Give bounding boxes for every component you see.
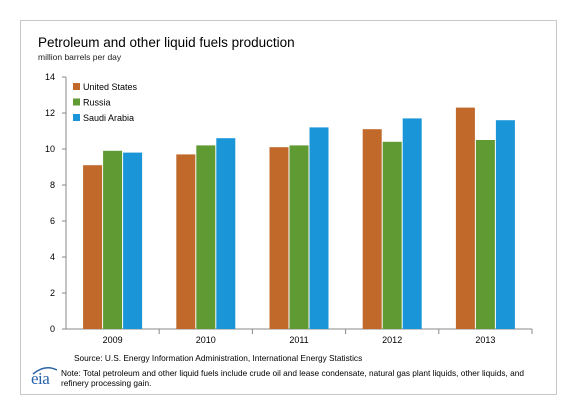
bar-united-states	[455, 107, 475, 329]
chart-title: Petroleum and other liquid fuels product…	[38, 35, 295, 50]
bar-saudi-arabia	[123, 152, 143, 329]
y-tick-label: 10	[45, 144, 55, 154]
bar-saudi-arabia	[216, 138, 236, 329]
bar-saudi-arabia	[495, 120, 515, 329]
bar-russia	[289, 145, 309, 329]
eia-logo: eia	[29, 362, 61, 388]
x-tick-label: 2010	[196, 335, 216, 345]
bar-russia	[475, 140, 495, 329]
bar-russia	[382, 141, 402, 329]
legend-swatch	[73, 98, 80, 106]
bar-united-states	[176, 154, 196, 329]
legend-swatch	[73, 114, 80, 121]
y-tick-label: 2	[50, 288, 55, 298]
legend-swatch	[73, 83, 80, 90]
bar-united-states	[269, 147, 289, 329]
x-tick-label: 2012	[382, 335, 402, 345]
note-text: Note: Total petroleum and other liquid f…	[61, 368, 524, 388]
y-tick-label: 6	[50, 216, 55, 226]
bar-united-states	[362, 129, 382, 329]
y-tick-label: 14	[45, 72, 55, 82]
source-text: Source: U.S. Energy Information Administ…	[74, 353, 363, 363]
bar-saudi-arabia	[309, 127, 329, 330]
x-tick-label: 2011	[289, 335, 308, 345]
logo-arc-icon	[32, 367, 58, 375]
y-tick-label: 0	[50, 324, 55, 334]
y-tick-label: 4	[50, 252, 55, 262]
bar-russia	[196, 145, 216, 329]
bar-russia	[103, 150, 123, 329]
legend-label: United States	[83, 82, 138, 92]
y-tick-label: 12	[45, 108, 55, 118]
legend-label: Russia	[83, 98, 111, 108]
bar-united-states	[83, 165, 103, 329]
x-tick-label: 2013	[475, 335, 495, 345]
bar-saudi-arabia	[402, 118, 422, 330]
logo-text: eia	[31, 369, 50, 388]
legend-label: Saudi Arabia	[83, 113, 134, 123]
y-tick-label: 8	[50, 180, 55, 190]
x-tick-label: 2009	[103, 335, 123, 345]
chart-subtitle: million barrels per day	[38, 52, 122, 62]
